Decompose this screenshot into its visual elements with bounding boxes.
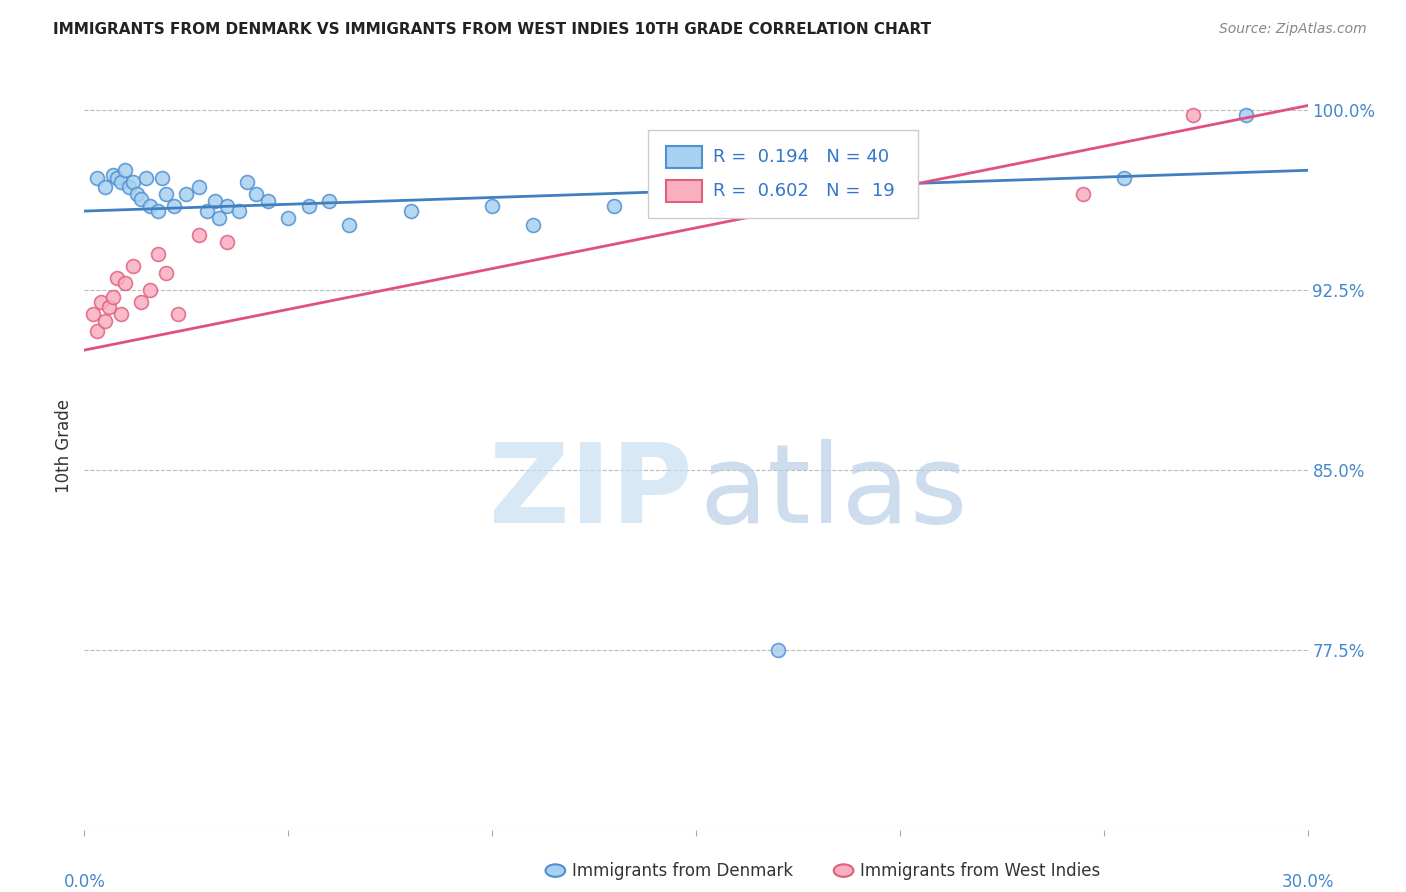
Point <box>208 211 231 226</box>
Point <box>118 180 141 194</box>
Point <box>889 187 911 202</box>
Point <box>110 175 132 189</box>
Point <box>187 227 209 242</box>
Point <box>105 271 128 285</box>
Point <box>318 194 340 209</box>
Point <box>236 175 259 189</box>
Text: R =  0.602   N =  19: R = 0.602 N = 19 <box>713 182 894 201</box>
Point <box>766 642 789 657</box>
Point <box>339 219 361 233</box>
Point <box>399 204 422 219</box>
Point <box>217 199 239 213</box>
Point <box>122 175 145 189</box>
Text: 0.0%: 0.0% <box>63 872 105 891</box>
Point <box>1236 108 1258 122</box>
Point <box>195 204 218 219</box>
Point <box>86 170 108 185</box>
Point <box>82 307 104 321</box>
Point <box>114 276 136 290</box>
Point <box>101 168 124 182</box>
Point <box>155 187 177 202</box>
Point <box>86 324 108 338</box>
Point <box>204 194 226 209</box>
Point <box>114 163 136 178</box>
Point <box>187 180 209 194</box>
Point <box>101 290 124 304</box>
Point <box>174 187 197 202</box>
Point <box>138 283 160 297</box>
Point <box>131 295 153 310</box>
Point <box>155 266 177 280</box>
Point <box>217 235 239 250</box>
Point <box>122 259 145 273</box>
Point <box>93 314 115 328</box>
Text: Immigrants from West Indies: Immigrants from West Indies <box>860 862 1101 880</box>
Point <box>93 180 115 194</box>
Point <box>131 192 153 206</box>
Point <box>146 247 169 261</box>
Point <box>603 199 626 213</box>
Y-axis label: 10th Grade: 10th Grade <box>55 399 73 493</box>
Point <box>1182 108 1205 122</box>
Point <box>97 300 120 314</box>
Point <box>150 170 173 185</box>
Point <box>105 170 128 185</box>
Point <box>298 199 321 213</box>
Point <box>167 307 190 321</box>
Point <box>110 307 132 321</box>
Point <box>1073 187 1095 202</box>
Point <box>828 175 851 189</box>
Point <box>228 204 250 219</box>
Point <box>146 204 169 219</box>
Text: 30.0%: 30.0% <box>1281 872 1334 891</box>
Point <box>127 187 149 202</box>
Point <box>135 170 157 185</box>
Text: IMMIGRANTS FROM DENMARK VS IMMIGRANTS FROM WEST INDIES 10TH GRADE CORRELATION CH: IMMIGRANTS FROM DENMARK VS IMMIGRANTS FR… <box>53 22 932 37</box>
Point <box>725 187 748 202</box>
Point <box>90 295 112 310</box>
Text: ZIP: ZIP <box>489 439 692 546</box>
Point <box>481 199 503 213</box>
Point <box>245 187 267 202</box>
Point <box>1114 170 1136 185</box>
Text: atlas: atlas <box>700 439 969 546</box>
Point <box>257 194 280 209</box>
Text: Source: ZipAtlas.com: Source: ZipAtlas.com <box>1219 22 1367 37</box>
Text: Immigrants from Denmark: Immigrants from Denmark <box>572 862 793 880</box>
Point <box>277 211 299 226</box>
Point <box>163 199 186 213</box>
Point <box>138 199 160 213</box>
Text: R =  0.194   N = 40: R = 0.194 N = 40 <box>713 148 889 166</box>
Point <box>522 219 544 233</box>
